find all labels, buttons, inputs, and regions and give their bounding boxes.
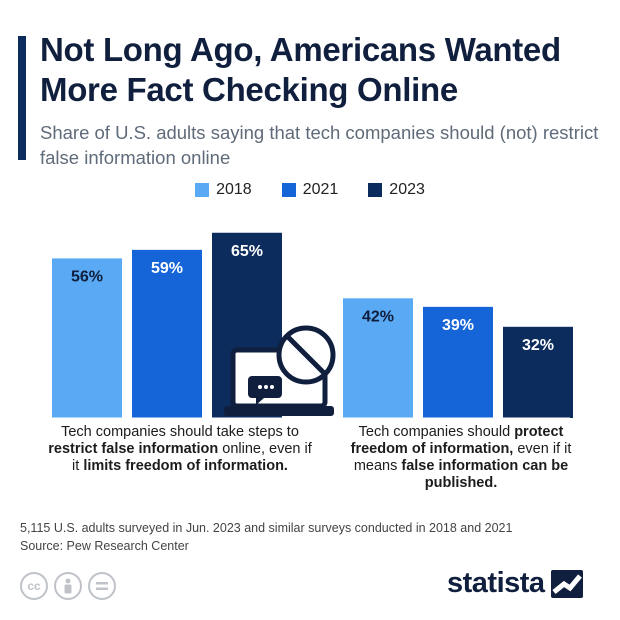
bar-2021-restrict [132, 249, 202, 418]
legend: 2018 2021 2023 [0, 181, 620, 199]
caption-restrict-bold-1: restrict false information [48, 441, 219, 457]
bar-2023-protect [503, 326, 573, 418]
data-label-2018-protect: 42% [362, 308, 394, 325]
data-label-2018-restrict: 56% [71, 268, 103, 285]
caption-restrict-text-1: Tech companies should take steps to [61, 424, 299, 440]
license-icons: cc [20, 572, 116, 600]
caption-protect: Tech companies should protect freedom of… [336, 424, 586, 492]
survey-note: 5,115 U.S. adults surveyed in Jun. 2023 … [20, 521, 513, 535]
legend-swatch-2018 [195, 183, 210, 197]
data-label-2021-protect: 39% [442, 317, 474, 334]
legend-label-2021: 2021 [302, 181, 339, 198]
bar-2018-protect [343, 298, 413, 418]
statista-logo[interactable]: statista [447, 567, 583, 600]
brand-name: statista [447, 567, 545, 599]
bars-group: 56% 59% 65% 42% 39% 32% [52, 232, 573, 418]
statista-mark-icon [550, 569, 583, 598]
caption-protect-text-1: Tech companies should [358, 424, 515, 440]
legend-item-2021: 2021 [281, 181, 339, 199]
laptop-no-sign-icon [224, 325, 336, 416]
legend-swatch-2023 [368, 183, 383, 197]
no-derivatives-icon[interactable] [88, 572, 116, 600]
caption-restrict-text-2: online, even if it [72, 441, 312, 474]
caption-restrict: Tech companies should take steps to rest… [44, 424, 316, 475]
legend-item-2018: 2018 [195, 181, 252, 199]
data-label-2021-restrict: 59% [151, 260, 183, 277]
caption-protect-bold-1: protect freedom of information, [350, 424, 564, 457]
chart-subtitle: Share of U.S. adults saying that tech co… [40, 122, 599, 168]
chart-title: Not Long Ago, Americans Wanted More Fact… [40, 31, 561, 108]
data-label-2023-restrict: 65% [231, 243, 263, 260]
caption-restrict-bold-2: limits freedom of information. [83, 458, 288, 474]
title-accent-bar [18, 36, 26, 160]
data-label-2023-protect: 32% [522, 337, 554, 354]
legend-swatch-2021 [281, 183, 296, 197]
footnote: 5,115 U.S. adults surveyed in Jun. 2023 … [20, 519, 512, 555]
legend-label-2018: 2018 [216, 181, 252, 198]
cc-icon[interactable]: cc [20, 572, 48, 600]
legend-item-2023: 2023 [368, 181, 425, 199]
bar-2021-protect [423, 306, 493, 418]
legend-label-2023: 2023 [389, 181, 425, 198]
source-note: Source: Pew Research Center [20, 539, 189, 553]
caption-protect-text-2: even if it means [353, 441, 572, 474]
attribution-icon[interactable] [54, 572, 82, 600]
bar-2018-restrict [52, 258, 122, 418]
caption-protect-bold-2: false information can be published. [401, 458, 569, 491]
